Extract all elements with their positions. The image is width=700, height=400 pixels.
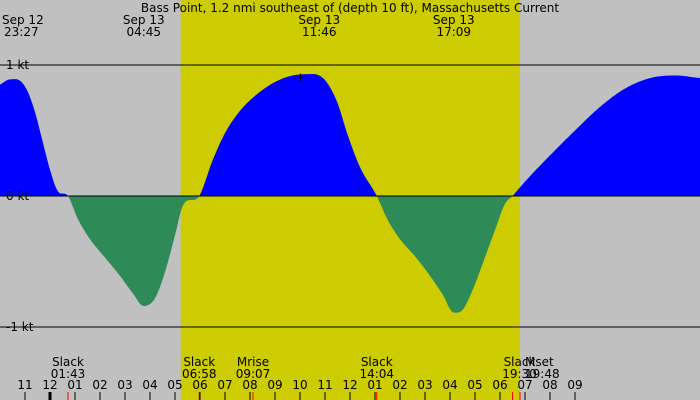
hour-label: 11 [317, 378, 332, 392]
hour-label: 09 [267, 378, 282, 392]
hour-label: 03 [117, 378, 132, 392]
hour-label: 03 [417, 378, 432, 392]
event-label: Mset [525, 355, 554, 369]
hour-label: 06 [492, 378, 507, 392]
extreme-time-label: 17:09 [436, 25, 471, 39]
hour-label: 02 [92, 378, 107, 392]
hour-label: 08 [542, 378, 557, 392]
hour-label: 01 [367, 378, 382, 392]
hour-label: 12 [42, 378, 57, 392]
y-gridlines [0, 64, 700, 328]
hour-label: 02 [392, 378, 407, 392]
event-label: Slack [504, 355, 536, 369]
hour-label: 05 [167, 378, 182, 392]
hour-label: 07 [517, 378, 532, 392]
y-tick-label: -1 kt [6, 320, 34, 334]
event-label: Slack [183, 355, 215, 369]
event-time: 19:30 [502, 367, 537, 381]
extreme-date-label: Sep 13 [123, 13, 165, 27]
event-label: Mrise [237, 355, 269, 369]
y-tick-label: 0 kt [6, 189, 29, 203]
extreme-date-label: Sep 13 [433, 13, 475, 27]
y-axis-labels: 1 kt 0 kt -1 kt [6, 58, 34, 334]
hour-label: 09 [567, 378, 582, 392]
ebb-current-area [0, 196, 700, 313]
flood-current-area [0, 74, 700, 196]
event-labels: Slack01:43Slack06:58Mrise09:07Slack14:04… [51, 355, 560, 400]
extreme-time-label: 11:46 [302, 25, 337, 39]
hour-label: 01 [67, 378, 82, 392]
hour-label: 10 [292, 378, 307, 392]
extreme-date-label: Sep 12 [2, 13, 44, 27]
event-time: 14:04 [359, 367, 394, 381]
event-time: 09:07 [236, 367, 271, 381]
extreme-time-label: 23:27 [4, 25, 39, 39]
hour-label: 06 [192, 378, 207, 392]
event-label: Slack [361, 355, 393, 369]
hour-axis: 11 12 01 02 03 04 05 06 07 08 09 10 11 12 01 02 03 04 05 06… [17, 378, 583, 400]
hour-label: 05 [467, 378, 482, 392]
extreme-time-label: 04:45 [126, 25, 161, 39]
peak-marker [296, 73, 305, 82]
event-label: Slack [52, 355, 84, 369]
hour-label: 08 [242, 378, 257, 392]
hour-label: 11 [17, 378, 32, 392]
chart-title: Bass Point, 1.2 nmi southeast of (depth … [141, 1, 559, 15]
event-time: 01:43 [51, 367, 86, 381]
hour-label: 07 [217, 378, 232, 392]
event-time: 06:58 [182, 367, 217, 381]
event-time: 19:48 [525, 367, 560, 381]
hour-label: 04 [142, 378, 157, 392]
hour-label: 12 [342, 378, 357, 392]
extreme-date-label: Sep 13 [298, 13, 340, 27]
y-tick-label: 1 kt [6, 58, 29, 72]
hour-label: 04 [442, 378, 457, 392]
